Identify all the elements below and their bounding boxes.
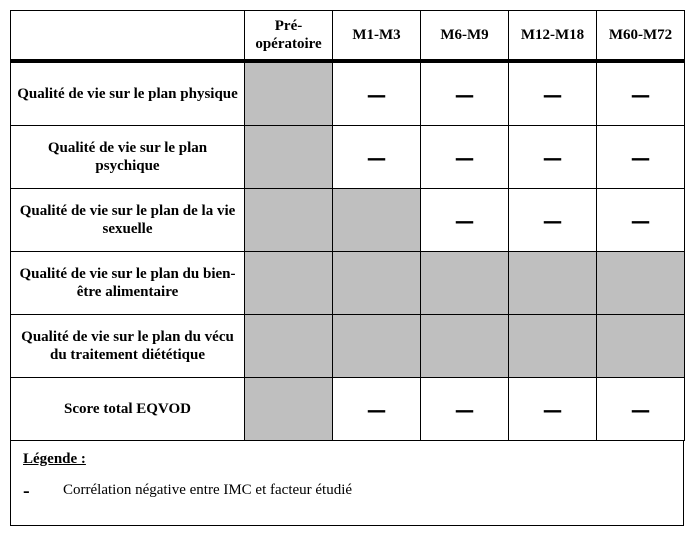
legend-symbol: - <box>23 485 63 497</box>
mark-cell: – <box>421 189 509 252</box>
legend-box: Légende : - Corrélation négative entre I… <box>10 441 684 526</box>
shaded-cell <box>245 61 333 126</box>
shaded-cell <box>245 252 333 315</box>
table-row: Qualité de vie sur le plan physique–––– <box>11 61 685 126</box>
table-row: Qualité de vie sur le plan du bien-être … <box>11 252 685 315</box>
shaded-cell <box>245 126 333 189</box>
correlation-table: Pré-opératoire M1-M3 M6-M9 M12-M18 M60-M… <box>10 10 685 441</box>
table-row: Score total EQVOD–––– <box>11 378 685 441</box>
row-label: Qualité de vie sur le plan physique <box>11 61 245 126</box>
legend-title: Légende : <box>23 451 671 468</box>
legend-text: Corrélation négative entre IMC et facteu… <box>63 482 671 499</box>
shaded-cell <box>245 315 333 378</box>
col-header-preop: Pré-opératoire <box>245 11 333 62</box>
row-label: Qualité de vie sur le plan de la vie sex… <box>11 189 245 252</box>
table-row: Qualité de vie sur le plan psychique–––– <box>11 126 685 189</box>
mark-cell: – <box>509 61 597 126</box>
shaded-cell <box>509 315 597 378</box>
mark-cell: – <box>333 61 421 126</box>
shaded-cell <box>509 252 597 315</box>
col-header-empty <box>11 11 245 62</box>
row-label: Qualité de vie sur le plan du vécu du tr… <box>11 315 245 378</box>
shaded-cell <box>333 315 421 378</box>
col-header-m1m3: M1-M3 <box>333 11 421 62</box>
shaded-cell <box>597 315 685 378</box>
row-label: Qualité de vie sur le plan du bien-être … <box>11 252 245 315</box>
col-header-m12m18: M12-M18 <box>509 11 597 62</box>
mark-cell: – <box>333 126 421 189</box>
shaded-cell <box>421 315 509 378</box>
shaded-cell <box>245 378 333 441</box>
row-label: Score total EQVOD <box>11 378 245 441</box>
shaded-cell <box>421 252 509 315</box>
col-header-m6m9: M6-M9 <box>421 11 509 62</box>
table-header-row: Pré-opératoire M1-M3 M6-M9 M12-M18 M60-M… <box>11 11 685 62</box>
shaded-cell <box>333 252 421 315</box>
mark-cell: – <box>509 126 597 189</box>
shaded-cell <box>333 189 421 252</box>
mark-cell: – <box>597 189 685 252</box>
row-label: Qualité de vie sur le plan psychique <box>11 126 245 189</box>
mark-cell: – <box>333 378 421 441</box>
shaded-cell <box>245 189 333 252</box>
mark-cell: – <box>421 378 509 441</box>
mark-cell: – <box>509 378 597 441</box>
col-header-m60m72: M60-M72 <box>597 11 685 62</box>
table-row: Qualité de vie sur le plan du vécu du tr… <box>11 315 685 378</box>
table-row: Qualité de vie sur le plan de la vie sex… <box>11 189 685 252</box>
mark-cell: – <box>509 189 597 252</box>
legend-item: - Corrélation négative entre IMC et fact… <box>23 482 671 499</box>
mark-cell: – <box>597 126 685 189</box>
mark-cell: – <box>597 378 685 441</box>
mark-cell: – <box>597 61 685 126</box>
shaded-cell <box>597 252 685 315</box>
mark-cell: – <box>421 126 509 189</box>
mark-cell: – <box>421 61 509 126</box>
